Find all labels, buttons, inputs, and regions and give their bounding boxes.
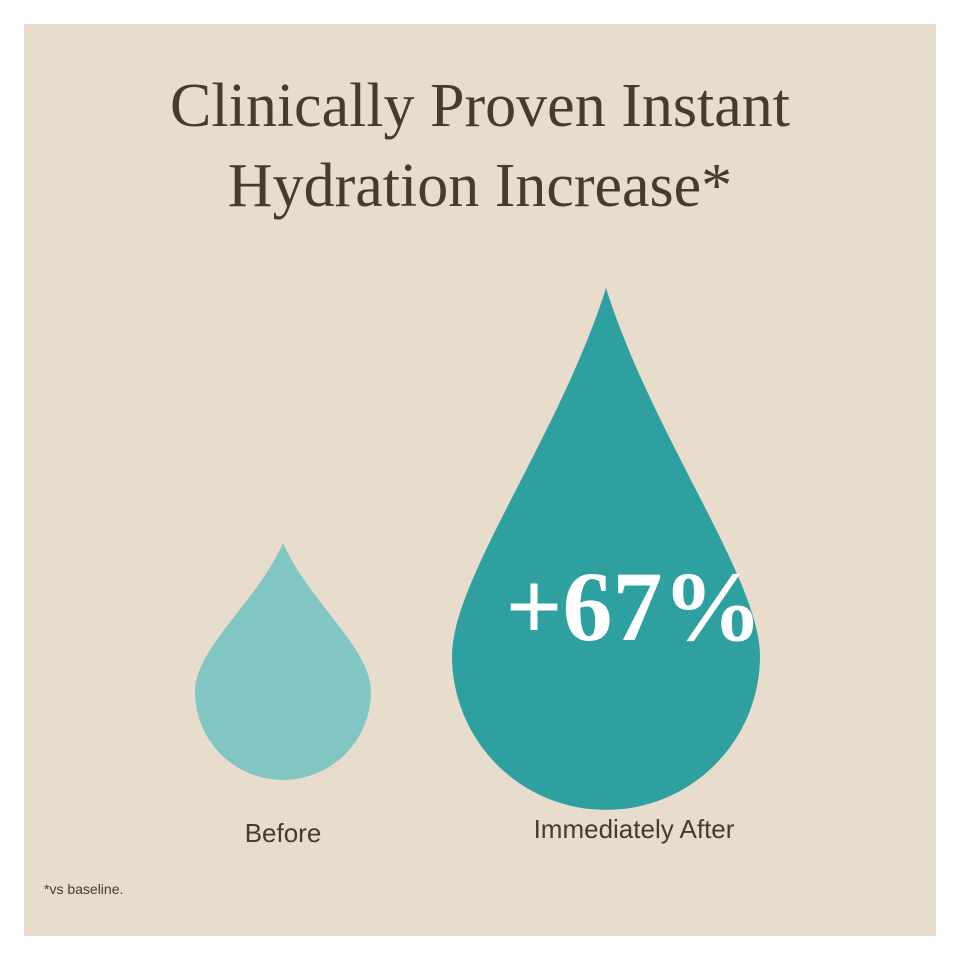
title-line: Clinically Proven Instant [170,72,790,140]
panel [24,24,936,936]
title-line: Hydration Increase* [228,152,732,220]
label-before: Before [245,818,322,848]
footnote: *vs baseline. [44,881,123,897]
label-after: Immediately After [534,814,735,844]
drop-after [452,288,760,810]
drop-before [195,543,371,780]
stat-value: +67% [506,551,763,662]
